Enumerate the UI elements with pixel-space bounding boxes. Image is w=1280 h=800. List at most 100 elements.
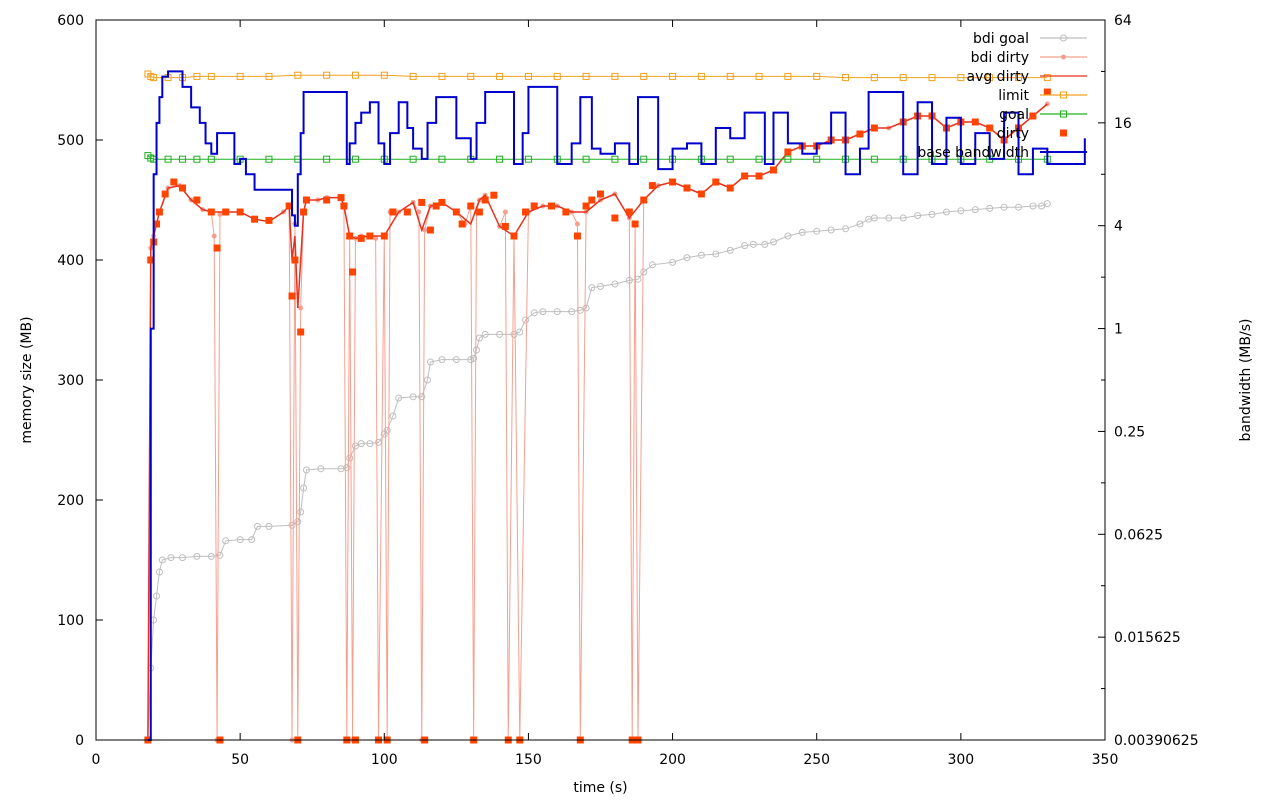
data-point bbox=[251, 215, 259, 223]
series-line bbox=[147, 103, 1048, 741]
data-point bbox=[501, 222, 509, 230]
data-point bbox=[351, 71, 359, 79]
data-point bbox=[530, 309, 538, 317]
data-point bbox=[625, 208, 633, 216]
x-tick-label: 300 bbox=[947, 752, 974, 768]
data-point bbox=[986, 74, 994, 82]
legend-item: dirty bbox=[997, 126, 1067, 142]
data-point bbox=[856, 220, 864, 228]
x-axis-label: time (s) bbox=[573, 780, 627, 796]
data-point bbox=[547, 202, 555, 210]
data-point bbox=[302, 196, 310, 204]
legend-item: bdi dirty bbox=[971, 50, 1087, 66]
data-point bbox=[582, 304, 590, 312]
y2-tick-label: 0.015625 bbox=[1114, 630, 1181, 646]
data-point bbox=[971, 206, 979, 214]
data-point bbox=[1029, 202, 1037, 210]
data-point bbox=[813, 72, 821, 80]
data-point bbox=[611, 72, 619, 80]
data-point bbox=[928, 210, 936, 218]
data-point bbox=[265, 72, 273, 80]
y2-tick-label: 16 bbox=[1114, 116, 1132, 132]
data-point bbox=[288, 521, 296, 529]
data-point bbox=[683, 254, 691, 262]
data-point bbox=[640, 268, 648, 276]
data-point bbox=[712, 178, 720, 186]
data-point bbox=[1029, 112, 1037, 120]
data-point bbox=[1043, 200, 1051, 208]
data-point bbox=[380, 232, 388, 240]
data-point bbox=[755, 72, 763, 80]
data-point bbox=[403, 208, 411, 216]
legend-item: bdi goal bbox=[973, 31, 1087, 47]
data-point bbox=[207, 72, 215, 80]
data-point bbox=[576, 306, 584, 314]
x-tick-label: 200 bbox=[659, 752, 686, 768]
data-point bbox=[340, 202, 348, 210]
y-tick-label: 300 bbox=[57, 373, 84, 389]
data-point bbox=[366, 232, 374, 240]
y2-tick-label: 1 bbox=[1114, 322, 1123, 338]
data-point bbox=[928, 74, 936, 82]
legend: bdi goal bdi dirty avg dirty limit goal dirty… bbox=[917, 31, 1087, 161]
data-point bbox=[530, 202, 538, 210]
data-point bbox=[424, 376, 432, 384]
data-point bbox=[496, 72, 504, 80]
data-point bbox=[409, 72, 417, 80]
data-point bbox=[248, 536, 256, 544]
data-point bbox=[553, 72, 561, 80]
legend-label: base bandwidth bbox=[917, 145, 1029, 161]
data-point bbox=[611, 155, 619, 163]
data-point bbox=[769, 238, 777, 246]
data-point bbox=[178, 155, 186, 163]
data-point bbox=[343, 464, 351, 472]
x-tick-label: 50 bbox=[231, 752, 249, 768]
data-point bbox=[481, 196, 489, 204]
data-point bbox=[346, 454, 354, 462]
data-point bbox=[193, 72, 201, 80]
data-point bbox=[213, 244, 221, 252]
data-point bbox=[784, 155, 792, 163]
data-point bbox=[648, 182, 656, 190]
data-point bbox=[597, 190, 604, 198]
data-point bbox=[496, 155, 504, 163]
x-tick-label: 250 bbox=[803, 752, 830, 768]
data-point bbox=[337, 194, 345, 202]
data-point bbox=[611, 280, 619, 288]
data-point bbox=[669, 72, 677, 80]
data-point bbox=[813, 155, 821, 163]
legend-label: avg dirty bbox=[966, 69, 1029, 85]
data-point bbox=[452, 208, 460, 216]
data-point bbox=[524, 72, 532, 80]
series-line bbox=[147, 70, 1086, 741]
data-point bbox=[957, 74, 965, 82]
series-bdi-goal bbox=[144, 200, 1051, 744]
series-goal bbox=[144, 152, 1051, 163]
data-point bbox=[207, 208, 215, 216]
data-point bbox=[265, 216, 273, 224]
data-point bbox=[351, 155, 359, 163]
data-point bbox=[697, 251, 705, 259]
data-point bbox=[409, 155, 417, 163]
data-point bbox=[323, 155, 331, 163]
y2-tick-label: 4 bbox=[1114, 219, 1123, 235]
data-point bbox=[178, 184, 186, 192]
data-point bbox=[870, 74, 878, 82]
legend-item: limit bbox=[998, 88, 1087, 104]
data-point bbox=[899, 214, 907, 222]
data-point bbox=[291, 256, 299, 264]
data-point bbox=[253, 522, 261, 530]
data-point bbox=[1000, 203, 1008, 211]
data-point bbox=[697, 72, 705, 80]
data-point bbox=[470, 354, 478, 362]
legend-swatch-marker bbox=[1061, 54, 1066, 60]
data-point bbox=[813, 227, 821, 235]
data-point bbox=[568, 308, 576, 316]
data-point bbox=[510, 330, 518, 338]
data-point bbox=[827, 226, 835, 234]
y2-tick-label: 64 bbox=[1114, 13, 1132, 29]
ticks-layer: 0 50 100 150 200 250 300 350 0 100 200 300 400 500 600… bbox=[57, 13, 1198, 768]
data-point bbox=[496, 330, 504, 338]
data-point bbox=[516, 328, 524, 336]
data-point bbox=[467, 72, 475, 80]
